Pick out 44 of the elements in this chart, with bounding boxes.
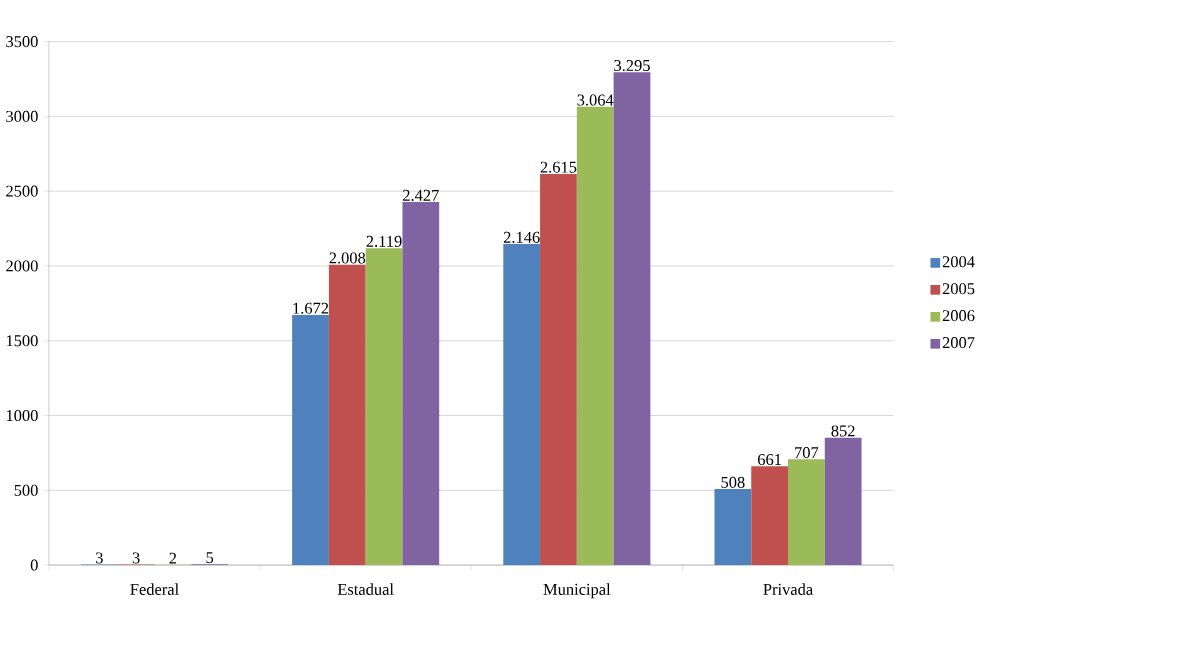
x-tick-label: Municipal xyxy=(543,583,611,599)
bar xyxy=(540,173,577,566)
data-label: 3.064 xyxy=(577,94,614,106)
bar xyxy=(824,437,862,566)
y-tick-label: 3000 xyxy=(6,110,38,122)
legend-label: 2005 xyxy=(942,283,975,295)
data-label: 2 xyxy=(169,552,177,564)
bar xyxy=(751,466,789,566)
bar xyxy=(292,315,329,566)
y-tick-label: 500 xyxy=(14,484,38,496)
y-tick-label: 1500 xyxy=(6,335,38,347)
data-label: 852 xyxy=(831,425,855,437)
y-tick-label: 2500 xyxy=(6,185,38,197)
bar xyxy=(714,489,752,566)
legend-label: 2006 xyxy=(942,310,975,322)
data-label: 508 xyxy=(721,476,745,488)
x-tick-label: Federal xyxy=(130,583,179,595)
data-label: 3 xyxy=(96,552,103,564)
data-label: 1.672 xyxy=(293,302,329,314)
data-label: 3.295 xyxy=(614,59,650,72)
bar xyxy=(613,72,651,566)
bar xyxy=(503,244,541,566)
y-tick-label: 1000 xyxy=(6,409,38,422)
bar xyxy=(576,106,614,566)
data-label: 2.427 xyxy=(403,189,439,201)
y-tick-label: 3500 xyxy=(6,36,38,48)
data-label: 3 xyxy=(132,552,140,564)
y-tick-label: 0 xyxy=(30,559,38,571)
x-tick-label: Privada xyxy=(763,583,813,595)
data-label: 707 xyxy=(795,447,819,459)
bar xyxy=(328,264,366,566)
y-tick-label: 2000 xyxy=(6,260,38,272)
data-label: 5 xyxy=(206,552,214,564)
legend-label: 2004 xyxy=(942,256,975,268)
data-label: 2.008 xyxy=(329,252,366,264)
data-label: 661 xyxy=(758,453,781,466)
data-label: 2.615 xyxy=(540,161,577,173)
data-label: 2.119 xyxy=(366,235,402,247)
x-tick-label: Estadual xyxy=(337,583,394,595)
bar xyxy=(365,248,403,566)
bar xyxy=(402,202,440,566)
bar xyxy=(788,459,825,566)
data-label: 2.146 xyxy=(503,231,540,243)
legend-label: 2007 xyxy=(942,337,975,349)
